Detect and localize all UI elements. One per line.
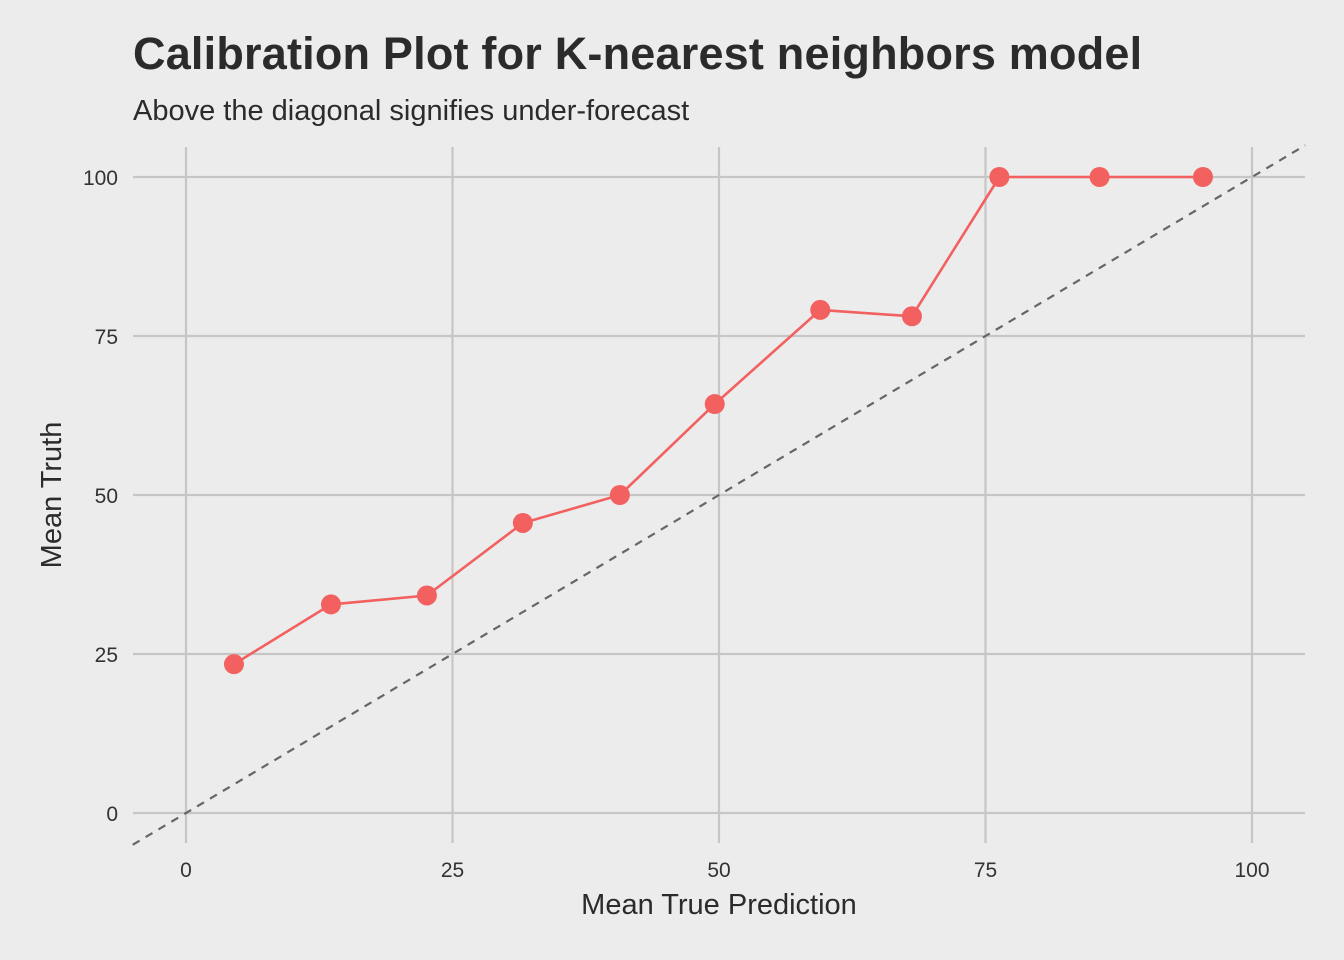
data-point: [810, 299, 831, 320]
x-tick-label: 75: [974, 859, 997, 882]
x-tick-label: 50: [707, 859, 730, 882]
data-point: [704, 394, 725, 415]
diagonal-reference: [132, 144, 1306, 846]
y-tick-label: 50: [95, 485, 118, 508]
data-point: [989, 167, 1010, 187]
calibration-series: [223, 167, 1213, 675]
x-tick-label: 25: [441, 859, 464, 882]
y-axis-title: Mean Truth: [36, 422, 68, 569]
y-tick-label: 75: [95, 326, 118, 349]
y-tick-label: 100: [83, 167, 118, 190]
data-point: [1089, 167, 1110, 187]
diagonal-reference-line: [132, 144, 1306, 846]
data-point: [320, 594, 341, 615]
y-tick-label: 0: [106, 803, 118, 826]
y-tick-label: 25: [95, 644, 118, 667]
chart-subtitle: Above the diagonal signifies under-forec…: [133, 95, 690, 127]
chart-title: Calibration Plot for K-nearest neighbors…: [133, 28, 1143, 79]
x-tick-label: 100: [1234, 859, 1269, 882]
data-point: [512, 512, 533, 533]
y-axis-ticks: 0 25 50 75 100: [83, 167, 118, 826]
x-tick-label: 0: [180, 859, 192, 882]
data-point: [1192, 167, 1213, 187]
x-axis-ticks: 0 25 50 75 100: [180, 859, 1269, 882]
x-axis-title: Mean True Prediction: [581, 889, 857, 921]
data-point: [609, 485, 630, 505]
data-point: [416, 585, 437, 606]
data-point: [223, 654, 244, 675]
data-point: [901, 306, 922, 327]
